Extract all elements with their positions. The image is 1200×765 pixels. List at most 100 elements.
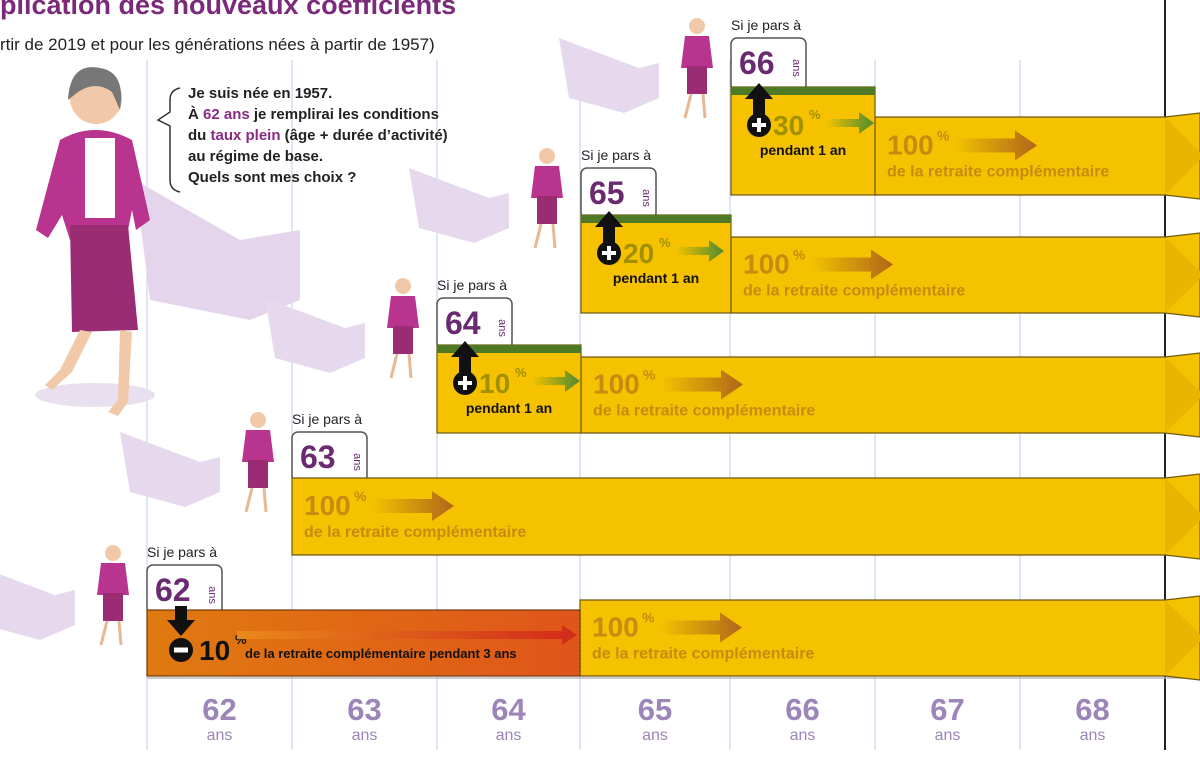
axis-age: 65 (638, 692, 672, 727)
age-value: 63 (300, 439, 336, 475)
speech: Je suis née en 1957. À 62 ans je remplira… (188, 85, 448, 186)
age-unit: ans (351, 453, 363, 471)
speech-line: du taux plein (âge + durée d’activité) (188, 127, 448, 144)
age-unit: ans (790, 59, 802, 77)
person-legs (535, 224, 555, 248)
infographic: plication des nouveaux coefficients rtir… (0, 0, 1200, 765)
axis-unit: ans (1080, 727, 1106, 744)
shadow-arrow (0, 565, 75, 640)
full-bar (581, 353, 1200, 437)
malus-value: 10 (199, 635, 230, 666)
full-value: 100 (743, 248, 790, 279)
full-unit: % (643, 366, 656, 382)
full-value: 100 (887, 129, 934, 160)
person-skirt (537, 196, 557, 224)
full-unit: % (937, 127, 950, 143)
bonus-unit: % (809, 107, 821, 122)
axis-unit: ans (790, 727, 816, 744)
scenario-intro: Si je pars à (292, 411, 362, 427)
subtitle: rtir de 2019 et pour les générations née… (0, 35, 435, 54)
shadow-arrow (409, 168, 509, 243)
full-bar (292, 474, 1200, 559)
speech-segment: taux plein (211, 127, 281, 144)
person-body (97, 563, 129, 595)
shadow-arrow (120, 432, 220, 507)
speech-segment: je remplirai les conditions (250, 106, 439, 123)
full-unit: % (642, 609, 655, 625)
person-body (387, 296, 419, 328)
axis-unit: ans (352, 727, 378, 744)
speech-line: au régime de base. (188, 148, 323, 165)
scenario-intro: Si je pars à (147, 544, 217, 560)
full-text: de la retraite complémentaire (887, 163, 1109, 180)
full-value: 100 (592, 611, 639, 642)
full-text: de la retraite complémentaire (593, 402, 815, 419)
full-value: 100 (593, 368, 640, 399)
speech-segment: Quels sont mes choix ? (188, 169, 356, 186)
person-skirt (393, 326, 413, 354)
age-value: 62 (155, 572, 191, 608)
bonus-text: pendant 1 an (760, 142, 846, 158)
shadow-arrow (559, 38, 659, 113)
bonus-text: pendant 1 an (466, 400, 552, 416)
axis-age: 62 (202, 692, 236, 727)
malus-text: de la retraite complémentaire pendant 3 … (245, 646, 517, 661)
person-skirt (103, 593, 123, 621)
full-unit: % (793, 246, 806, 262)
axis-age: 68 (1075, 692, 1109, 727)
axis-unit: ans (935, 727, 961, 744)
person-body (242, 430, 274, 462)
person-head (539, 148, 555, 164)
speech-line: Je suis née en 1957. (188, 85, 332, 102)
age-value: 66 (739, 45, 775, 81)
person-legs (685, 94, 705, 118)
axis-age: 66 (785, 692, 819, 727)
full-value: 100 (304, 490, 351, 521)
axis-unit: ans (496, 727, 522, 744)
minus-sign (174, 648, 188, 653)
speech-segment: 62 ans (203, 106, 250, 123)
person-skirt (687, 66, 707, 94)
speech-segment: (âge + durée d’activité) (281, 127, 448, 144)
bonus-value: 20 (623, 238, 654, 269)
scenario-intro: Si je pars à (581, 147, 651, 163)
shadow-arrow (265, 298, 365, 373)
speech-bracket (158, 88, 180, 192)
bonus-unit: % (515, 365, 527, 380)
full-text: de la retraite complémentaire (304, 524, 526, 541)
axis-age: 63 (347, 692, 381, 727)
speech-line: Quels sont mes choix ? (188, 169, 356, 186)
bonus-value: 30 (773, 110, 804, 141)
person-skirt (248, 460, 268, 488)
person-body (531, 166, 563, 198)
speech-segment: Je suis née en 1957. (188, 85, 332, 102)
age-unit: ans (206, 586, 218, 604)
full-text: de la retraite complémentaire (743, 282, 965, 299)
scenario-intro: Si je pars à (731, 17, 801, 33)
title: plication des nouveaux coefficients (0, 0, 456, 20)
person-head (250, 412, 266, 428)
age-unit: ans (496, 319, 508, 337)
axis-age: 67 (930, 692, 964, 727)
bonus-box (731, 87, 875, 195)
person-head (105, 545, 121, 561)
full-unit: % (354, 488, 367, 504)
full-bar (580, 596, 1200, 680)
person-legs (101, 621, 121, 645)
speech-segment: au régime de base. (188, 148, 323, 165)
bonus-value: 10 (479, 368, 510, 399)
speech-segment: À (188, 106, 203, 123)
speech-line: À 62 ans je remplirai les conditions (188, 106, 439, 123)
scenario-intro: Si je pars à (437, 277, 507, 293)
bonus-unit: % (659, 235, 671, 250)
person-legs (246, 488, 266, 512)
age-value: 65 (589, 175, 625, 211)
axis-unit: ans (207, 727, 233, 744)
person-head (395, 278, 411, 294)
person-body (681, 36, 713, 68)
axis-unit: ans (642, 727, 668, 744)
full-text: de la retraite complémentaire (592, 645, 814, 662)
speech-segment: du (188, 127, 211, 144)
age-value: 64 (445, 305, 481, 341)
